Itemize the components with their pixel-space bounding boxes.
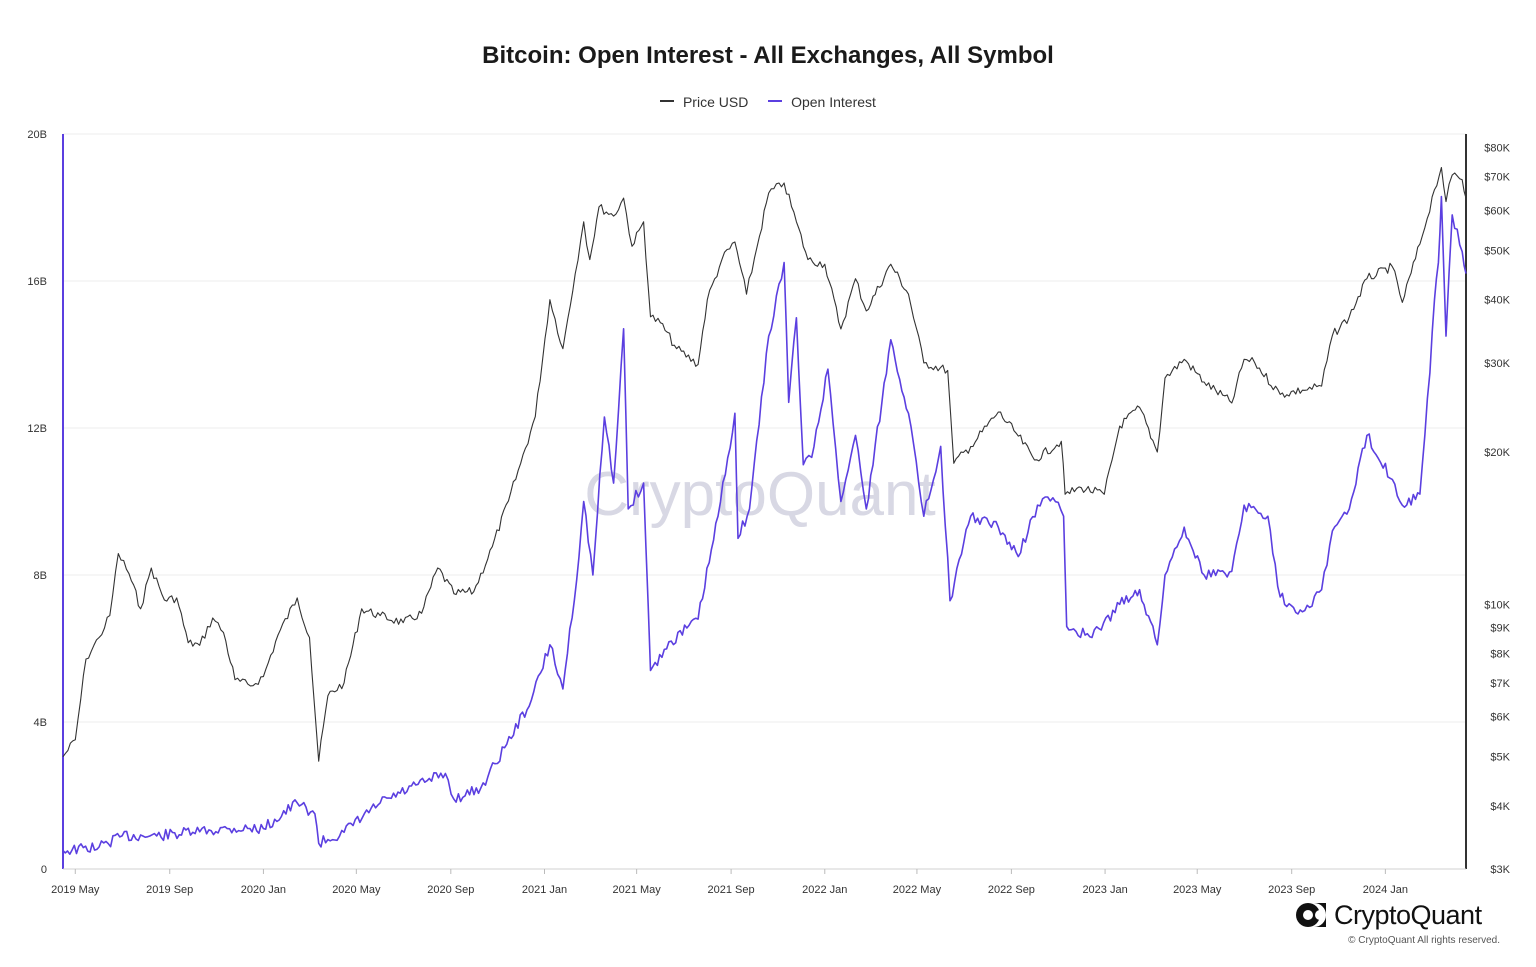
x-tick-label: 2019 May: [51, 884, 100, 896]
x-tick-label: 2020 May: [332, 884, 381, 896]
x-tick-label: 2023 May: [1173, 884, 1222, 896]
axes: [62, 134, 1467, 874]
y-right-tick-label: $8K: [1490, 648, 1510, 660]
y-right-tick-label: $9K: [1490, 623, 1510, 635]
watermark: CryptoQuant: [584, 460, 936, 529]
tick-labels: 0 4B 8B 12B 16B 20B $3K $4K $5K $6K $7K $8K $9K $10K $…: [27, 129, 1510, 896]
legend-swatch-price: [660, 100, 675, 103]
legend-swatch-open-interest: [768, 100, 783, 103]
legend-item-price[interactable]: Price USD: [660, 94, 748, 110]
y-left-tick-label: 4B: [34, 717, 47, 729]
x-tick-label: 2021 Sep: [708, 884, 755, 896]
y-left-tick-label: 8B: [34, 570, 47, 582]
y-right-tick-label: $70K: [1484, 172, 1510, 184]
y-left-tick-label: 16B: [27, 276, 47, 288]
y-right-tick-label: $30K: [1484, 358, 1510, 370]
x-tick-label: 2022 Jan: [802, 884, 847, 896]
chart-title: Bitcoin: Open Interest - All Exchanges, …: [482, 42, 1054, 69]
x-tick-label: 2019 Sep: [146, 884, 193, 896]
x-tick-label: 2020 Jan: [241, 884, 286, 896]
series-lines: [62, 166, 1467, 855]
legend-item-open-interest[interactable]: Open Interest: [768, 94, 876, 110]
x-tick-label: 2022 Sep: [988, 884, 1035, 896]
x-tick-label: 2023 Sep: [1268, 884, 1315, 896]
cryptoquant-logo-icon: [1296, 903, 1326, 927]
open-interest-line: [62, 195, 1467, 855]
copyright-text: © CryptoQuant All rights reserved.: [1348, 935, 1500, 946]
brand-name: CryptoQuant: [1334, 899, 1482, 930]
x-tick-label: 2021 May: [612, 884, 661, 896]
y-left-tick-label: 12B: [27, 423, 47, 435]
x-tick-label: 2023 Jan: [1082, 884, 1127, 896]
y-right-tick-label: $50K: [1484, 246, 1510, 258]
y-right-tick-label: $20K: [1484, 447, 1510, 459]
y-right-tick-label: $7K: [1490, 678, 1510, 690]
y-right-tick-label: $6K: [1490, 712, 1510, 724]
y-right-tick-label: $5K: [1490, 752, 1510, 764]
x-tick-label: 2021 Jan: [522, 884, 567, 896]
y-right-tick-label: $40K: [1484, 295, 1510, 307]
y-right-tick-label: $3K: [1490, 864, 1510, 876]
x-tick-label: 2024 Jan: [1363, 884, 1408, 896]
brand-logo: CryptoQuant: [1296, 898, 1482, 932]
y-right-tick-label: $60K: [1484, 206, 1510, 218]
legend-label-price: Price USD: [682, 94, 749, 110]
x-tick-label: 2022 May: [893, 884, 942, 896]
chart-legend: Price USD Open Interest: [0, 94, 1536, 110]
y-left-tick-label: 20B: [27, 129, 47, 141]
x-tick-label: 2020 Sep: [427, 884, 474, 896]
y-left-tick-label: 0: [41, 864, 47, 876]
legend-label-open-interest: Open Interest: [791, 94, 876, 110]
y-right-tick-label: $4K: [1490, 801, 1510, 813]
y-right-tick-label: $80K: [1484, 142, 1510, 154]
price-usd-line: [62, 166, 1467, 762]
y-right-tick-label: $10K: [1484, 599, 1510, 611]
